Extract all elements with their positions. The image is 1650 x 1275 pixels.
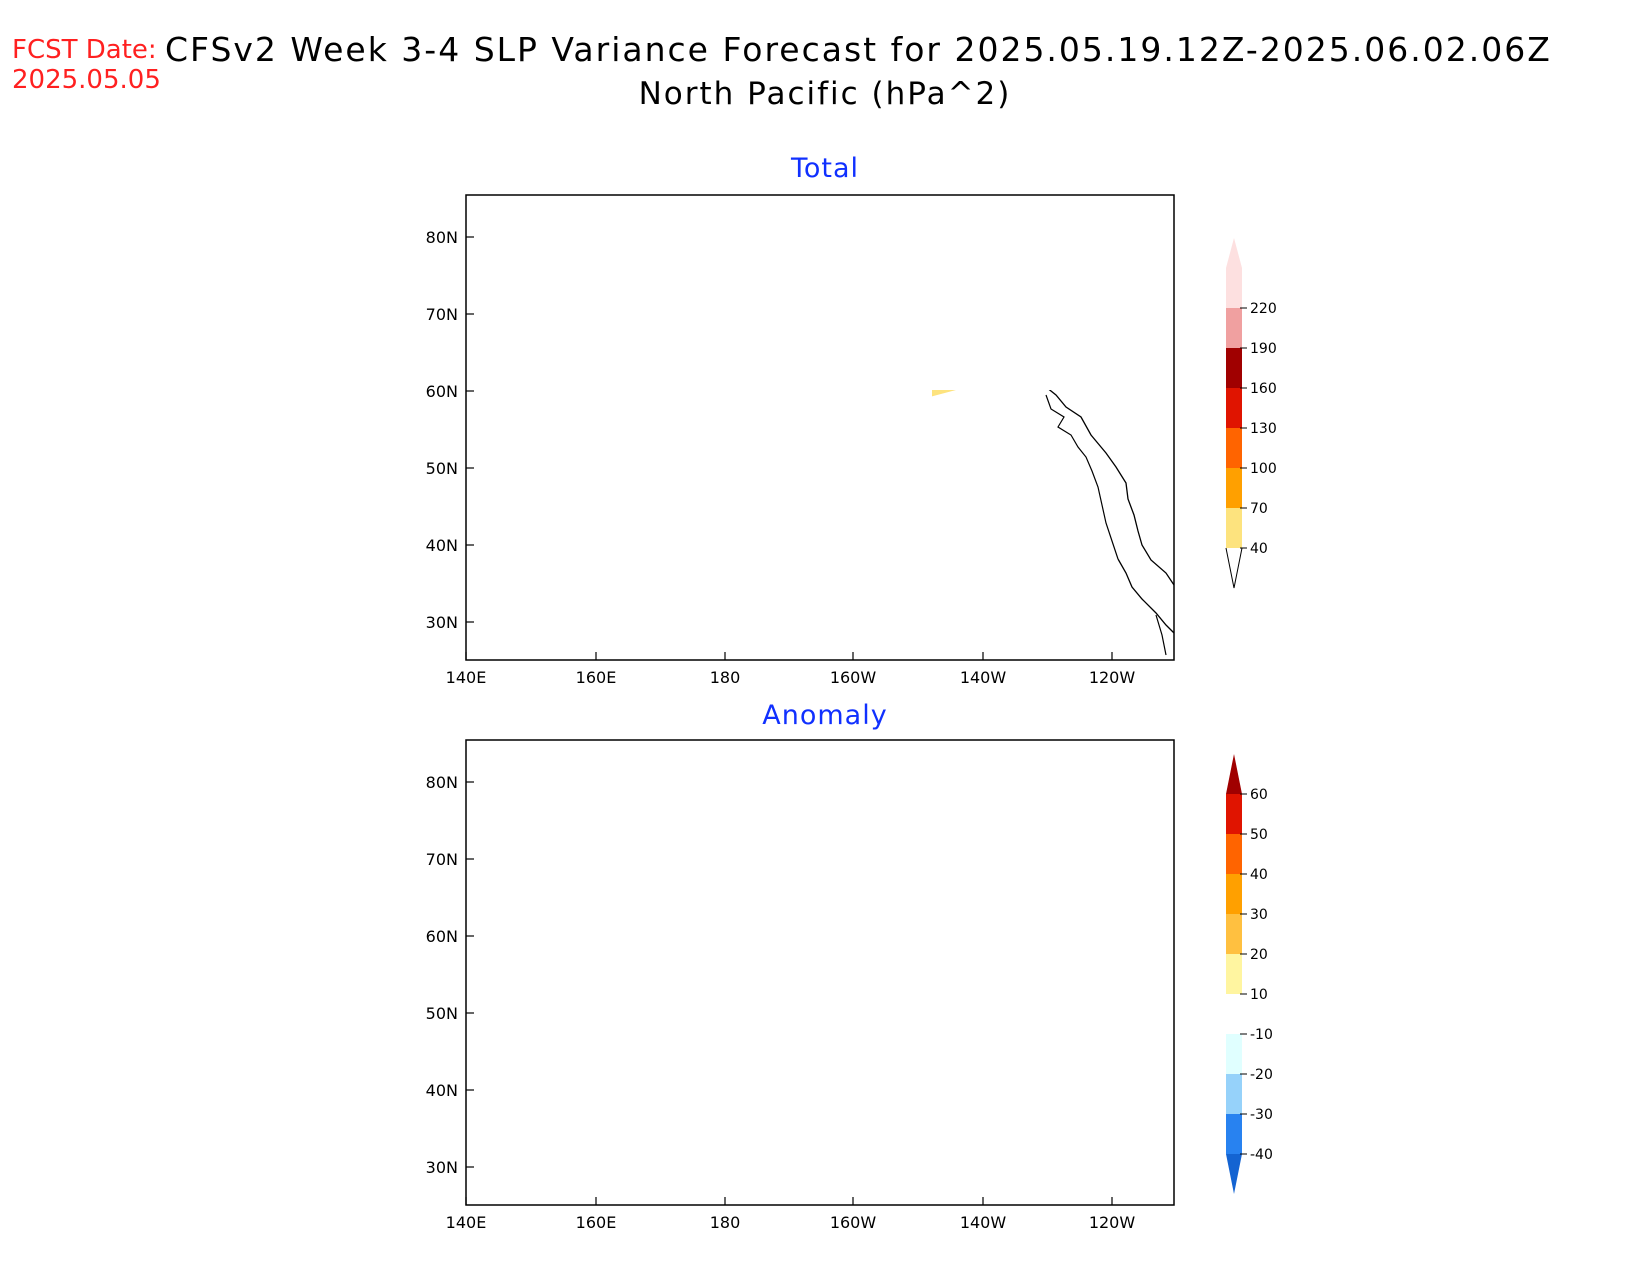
colorbar-cell: [1226, 268, 1242, 308]
colorbar-label: -10: [1250, 1027, 1273, 1043]
colorbar-cell: [1226, 388, 1242, 428]
colorbar-label: 40: [1250, 541, 1268, 557]
lat-tick-label: 30N: [426, 613, 458, 632]
colorbar-label: 40: [1250, 867, 1268, 883]
lon-tick-label: 120W: [1089, 1213, 1136, 1232]
lon-tick-label: 160W: [830, 668, 877, 687]
colorbar-low-arrow: [1226, 1154, 1242, 1194]
lat-tick-label: 60N: [426, 382, 458, 401]
total-map-frame: [465, 194, 1175, 661]
anomaly-map-frame: [465, 739, 1175, 1206]
colorbar-label: 70: [1250, 501, 1268, 517]
total-axis-ticks: 80N 70N 60N 50N 40N 30N 140E 160E 180 160W 140W 120…: [426, 228, 1136, 687]
total-colorbar: 40 70 100 130 160 190 220: [1225, 238, 1277, 589]
colorbar-high-arrow: [1226, 754, 1242, 794]
lon-tick-label: 140W: [960, 1213, 1007, 1232]
lon-tick-label: 160E: [576, 668, 617, 687]
anomaly-shade-neg-10-20: [639, 1008, 753, 1048]
anomaly-colorbar: 60 50 40 30 20 10 -10 -20 -30 -40: [1226, 754, 1273, 1194]
colorbar-cell: [1226, 1034, 1242, 1074]
lat-tick-label: 70N: [426, 850, 458, 869]
lat-tick-label: 70N: [426, 305, 458, 324]
colorbar-label: 190: [1250, 341, 1277, 357]
lon-tick-label: 180: [710, 1213, 741, 1232]
panel-title-anomaly: Anomaly: [762, 700, 888, 731]
colorbar-cell: [1226, 308, 1242, 348]
colorbar-label: -20: [1250, 1067, 1273, 1083]
lat-tick-label: 40N: [426, 1081, 458, 1100]
colorbar-cell: [1226, 954, 1242, 994]
lat-tick-label: 50N: [426, 1004, 458, 1023]
lon-tick-label: 160E: [576, 1213, 617, 1232]
lon-tick-label: 140E: [446, 1213, 487, 1232]
chart-title: CFSv2 Week 3-4 SLP Variance Forecast for…: [165, 30, 1552, 69]
colorbar-label: 30: [1250, 907, 1268, 923]
colorbar-label: 160: [1250, 381, 1277, 397]
lat-tick-label: 30N: [426, 1158, 458, 1177]
lat-tick-label: 40N: [426, 536, 458, 555]
total-shade-70-100: [624, 387, 661, 411]
anomaly-shade-pos-10-20: [614, 950, 671, 1020]
colorbar-label: -40: [1250, 1147, 1273, 1163]
colorbar-label: 60: [1250, 787, 1268, 803]
anomaly-axis-ticks: 80N 70N 60N 50N 40N 30N 140E 160E 180 160W 140W 120…: [426, 773, 1136, 1232]
anomaly-shade-neg-10-20-b: [756, 1026, 778, 1034]
colorbar-label: 10: [1250, 987, 1268, 1003]
colorbar-cell: [1226, 794, 1242, 834]
colorbar-cell: [1226, 468, 1242, 508]
colorbar-cell: [1226, 348, 1242, 388]
coastline: [932, 390, 1175, 656]
lon-tick-label: 140E: [446, 668, 487, 687]
colorbar-label: -30: [1250, 1107, 1273, 1123]
coastline: [466, 795, 1174, 1200]
colorbar-high-arrow: [1226, 238, 1242, 268]
colorbar-cell: [1226, 834, 1242, 874]
lon-tick-label: 140W: [960, 668, 1007, 687]
colorbar-cell: [1226, 1114, 1242, 1154]
colorbar-label: 130: [1250, 421, 1277, 437]
lat-tick-label: 80N: [426, 228, 458, 247]
total-map: [624, 387, 1175, 656]
lat-tick-label: 50N: [426, 459, 458, 478]
colorbar-cell: [1226, 994, 1242, 1034]
chart-subtitle: North Pacific (hPa^2): [638, 76, 1012, 112]
colorbar-cell: [1226, 428, 1242, 468]
lon-tick-label: 120W: [1089, 668, 1136, 687]
fcst-date-value: 2025.05.05: [12, 65, 161, 95]
colorbar-label: 20: [1250, 947, 1268, 963]
colorbar-low-arrow: [1225, 547, 1243, 589]
lat-tick-label: 80N: [426, 773, 458, 792]
colorbar-label: 50: [1250, 827, 1268, 843]
colorbar-cell: [1226, 874, 1242, 914]
total-shade-40-70: [932, 390, 956, 397]
colorbar-cell: [1226, 1074, 1242, 1114]
lon-tick-label: 160W: [830, 1213, 877, 1232]
colorbar-label: 100: [1250, 461, 1277, 477]
colorbar-cell: [1226, 508, 1242, 548]
fcst-date-label: FCST Date:: [12, 35, 157, 65]
lat-tick-label: 60N: [426, 927, 458, 946]
panel-title-total: Total: [790, 153, 860, 184]
colorbar-label: 220: [1250, 301, 1277, 317]
colorbar-cell: [1226, 914, 1242, 954]
anomaly-map: [466, 795, 1174, 1200]
lon-tick-label: 180: [710, 668, 741, 687]
